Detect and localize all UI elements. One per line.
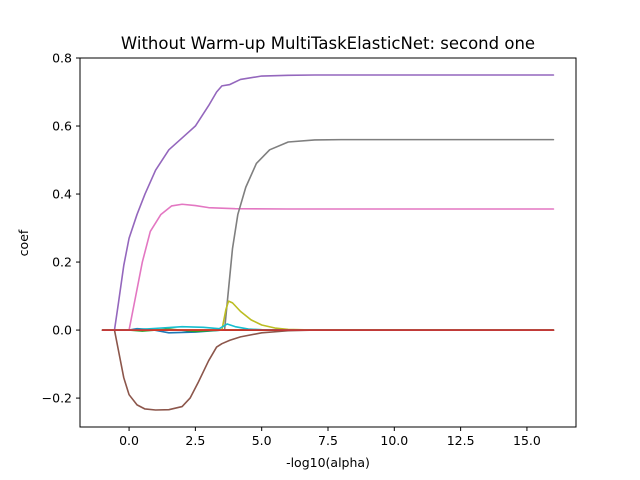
series-line-8 <box>101 300 555 331</box>
x-tick-label: 7.5 <box>318 433 338 448</box>
x-tick-label: 15.0 <box>513 433 541 448</box>
plot-area <box>101 74 555 411</box>
x-axis-label: -log10(alpha) <box>286 455 370 470</box>
x-tick-label: 2.5 <box>185 433 205 448</box>
series-line-6 <box>101 203 555 331</box>
x-tick-label: 0.0 <box>119 433 139 448</box>
y-tick-label: −0.2 <box>42 391 72 406</box>
axes: 0.0 2.5 5.0 7.5 10.0 12.5 15.0 −0.2 0.0 0.2 0.4 0.6… <box>42 51 577 448</box>
plot-frame <box>79 57 577 428</box>
series-line-7 <box>101 138 555 331</box>
y-tick-label: 0.0 <box>52 323 72 338</box>
chart-title: Without Warm-up MultiTaskElasticNet: sec… <box>121 34 535 53</box>
y-tick-label: 0.4 <box>52 187 72 202</box>
x-tick-label: 12.5 <box>447 433 475 448</box>
x-tick-label: 5.0 <box>252 433 272 448</box>
y-tick-label: 0.2 <box>52 255 72 270</box>
series-line-5 <box>101 329 555 411</box>
series-line-4 <box>101 74 555 331</box>
y-axis-label: coef <box>16 229 31 256</box>
y-tick-label: 0.6 <box>52 119 72 134</box>
y-tick-label: 0.8 <box>52 51 72 66</box>
x-tick-label: 10.0 <box>380 433 408 448</box>
